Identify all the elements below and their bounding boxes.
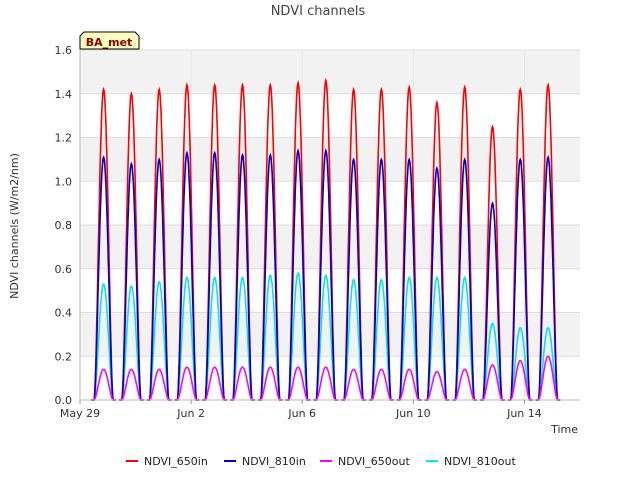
- legend-label: NDVI_810out: [444, 455, 516, 468]
- y-tick-label: 1.2: [55, 132, 73, 145]
- site-badge-label: BA_met: [86, 36, 133, 49]
- y-tick-label: 0.6: [55, 263, 73, 276]
- legend-entry-ndvi-650in: NDVI_650in: [126, 455, 208, 468]
- x-tick-label: May 29: [60, 407, 100, 420]
- legend-label: NDVI_650out: [338, 455, 410, 468]
- legend: NDVI_650in NDVI_810in NDVI_650out NDVI_810o…: [126, 455, 516, 468]
- x-tick-label: Jun 2: [176, 407, 205, 420]
- y-axis-label: NDVI channels (W/m2/nm): [8, 153, 21, 299]
- axes: [79, 50, 580, 401]
- series-line-ndvi-810out: [91, 271, 561, 401]
- series-line-ndvi-650out: [91, 355, 561, 401]
- band: [80, 50, 580, 94]
- x-tick-label: Jun 10: [395, 407, 431, 420]
- x-axis-ticks: May 29 Jun 2 Jun 6 Jun 10 Jun 14: [60, 400, 542, 420]
- legend-entry-ndvi-810in: NDVI_810in: [224, 455, 306, 468]
- legend-entry-ndvi-810out: NDVI_810out: [426, 455, 516, 468]
- series-line-ndvi-810in: [91, 148, 561, 401]
- y-tick-label: 1.6: [55, 44, 73, 57]
- x-tick-label: Jun 6: [287, 407, 316, 420]
- chart-title: NDVI channels: [271, 4, 366, 19]
- y-axis-ticks: 0.0 0.2 0.4 0.6 0.8 1.0 1.2 1.4 1.6: [55, 44, 73, 407]
- legend-label: NDVI_810in: [242, 455, 306, 468]
- y-tick-label: 0.2: [55, 350, 73, 363]
- legend-label: NDVI_650in: [144, 455, 208, 468]
- series-line-ndvi-650in: [91, 77, 561, 401]
- series-layer: [91, 77, 561, 401]
- x-axis-label: Time: [550, 423, 578, 436]
- y-tick-label: 0.0: [55, 394, 73, 407]
- site-badge: BA_met: [79, 31, 140, 50]
- y-tick-label: 1.4: [55, 88, 73, 101]
- y-tick-label: 0.8: [55, 219, 73, 232]
- x-tick-label: Jun 14: [506, 407, 542, 420]
- y-tick-label: 1.0: [55, 175, 73, 188]
- legend-entry-ndvi-650out: NDVI_650out: [320, 455, 410, 468]
- y-tick-label: 0.4: [55, 307, 73, 320]
